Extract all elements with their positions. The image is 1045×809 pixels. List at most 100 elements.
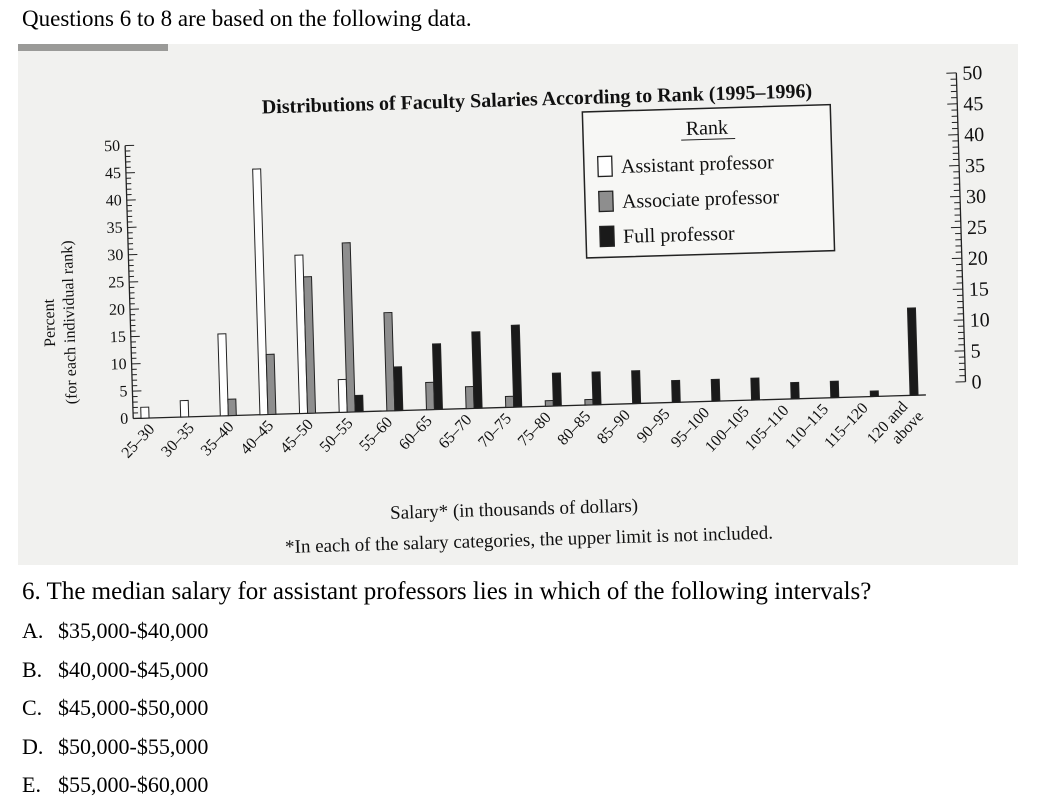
legend: Rank Assistant professor Associate profe… (582, 105, 834, 258)
x-tick-label-text: 55–60 (356, 414, 396, 455)
right-tick-label: 25 (967, 217, 988, 240)
right-tick-label: 40 (964, 124, 985, 147)
x-tick-label-text: 45–50 (277, 416, 317, 457)
bar-full (830, 381, 838, 398)
intro-text: Questions 6 to 8 are based on the follow… (22, 6, 472, 32)
x-tick-label: 115–120 (821, 400, 871, 452)
bar-full (870, 391, 878, 397)
question-text: 6. The median salary for assistant profe… (22, 578, 871, 606)
left-tick-label: 45 (105, 165, 121, 182)
bar-full (751, 378, 760, 400)
bar-full (433, 344, 443, 410)
right-tick-label: 50 (962, 62, 983, 85)
bar-associate (465, 387, 474, 409)
x-tick-label: 55–60 (356, 414, 396, 455)
bar-full (355, 395, 363, 412)
option-letter: C. (22, 693, 58, 723)
right-tick-label: 5 (970, 340, 981, 362)
legend-title: Rank (685, 117, 728, 140)
x-tick-label-text: 65–70 (436, 411, 476, 452)
legend-label-associate: Associate professor (622, 186, 780, 213)
x-tick-label: 75–80 (515, 409, 555, 450)
x-tick-label-text: 80–85 (554, 408, 594, 449)
left-tick-label: 20 (109, 301, 125, 318)
bar-full (711, 379, 720, 401)
left-tick-label: 10 (110, 356, 126, 373)
right-tick-label: 10 (969, 309, 990, 332)
x-tick-label-text: 115–120 (821, 400, 871, 452)
x-tick-label-text: 60–65 (396, 413, 436, 454)
x-tick-label: 80–85 (554, 408, 594, 449)
bar-associate (228, 399, 236, 416)
answer-options: A.$35,000-$40,000 B.$40,000-$45,000 C.$4… (22, 616, 208, 809)
option-a[interactable]: A.$35,000-$40,000 (22, 616, 208, 655)
bar-full (672, 380, 681, 402)
bar-full (592, 372, 601, 405)
option-b[interactable]: B.$40,000-$45,000 (22, 655, 208, 694)
left-tick-label: 15 (110, 329, 126, 346)
x-tick-label: 40–45 (237, 417, 277, 458)
option-d[interactable]: D.$50,000-$55,000 (22, 732, 208, 771)
left-tick-label: 30 (107, 247, 123, 264)
x-tick-label: 60–65 (396, 413, 436, 454)
bar-associate (266, 354, 276, 414)
x-tick-label-text: 70–75 (475, 410, 515, 451)
bar-full (791, 382, 799, 399)
x-tick-label: 105–110 (742, 402, 792, 454)
left-tick-label: 50 (104, 138, 120, 155)
x-tick-label: 30–35 (158, 420, 198, 461)
bar-assistant (253, 169, 268, 415)
left-tick-label: 0 (120, 411, 129, 428)
option-text: $40,000-$45,000 (58, 657, 208, 682)
chart-photo: Distributions of Faculty Salaries Accord… (18, 44, 1018, 565)
option-e[interactable]: E.$55,000-$60,000 (22, 770, 208, 809)
x-tick-label: 110–115 (782, 401, 832, 453)
bar-full (552, 373, 561, 406)
bar-full (511, 325, 521, 407)
x-tick-label: 50–55 (317, 415, 357, 456)
x-tick-label: 45–50 (277, 416, 317, 457)
option-letter: D. (22, 732, 58, 762)
x-tick-label-text: 75–80 (515, 409, 555, 450)
y-axis-label: Percent (for each individual rank) (39, 240, 81, 405)
left-tick-label: 35 (106, 220, 122, 237)
x-tick-label-text: 105–110 (742, 402, 792, 454)
legend-swatch-associate (599, 191, 614, 211)
legend-label-full: Full professor (623, 223, 736, 248)
left-tick-label: 5 (119, 383, 128, 400)
bar-assistant (180, 400, 188, 417)
legend-swatch-full (600, 226, 615, 246)
bar-full (472, 332, 482, 409)
option-letter: B. (22, 655, 58, 685)
left-tick-label: 25 (108, 274, 124, 291)
option-text: $35,000-$40,000 (58, 618, 208, 643)
option-text: $45,000-$50,000 (58, 695, 208, 720)
right-tick-label: 30 (966, 186, 987, 209)
right-tick-label: 45 (963, 93, 984, 116)
bar-assistant (141, 407, 149, 418)
x-tick-label-text: 40–45 (237, 417, 277, 458)
right-tick-label: 15 (968, 278, 989, 301)
option-letter: A. (22, 616, 58, 646)
salary-chart: Distributions of Faculty Salaries Accord… (18, 44, 1018, 565)
right-tick-label: 0 (971, 371, 982, 393)
bar-associate (384, 312, 395, 410)
x-tick-label-text: 100–105 (702, 403, 753, 455)
x-tick-label: 70–75 (475, 410, 515, 451)
bar-full (907, 308, 918, 396)
x-tick-label: 85–90 (594, 407, 634, 448)
x-tick-label-text: 50–55 (317, 415, 357, 456)
right-tick-label: 35 (965, 155, 986, 178)
x-tick-label-text: 35–40 (198, 419, 238, 460)
footnote: *In each of the salary categories, the u… (285, 523, 773, 558)
bar-associate (426, 382, 435, 410)
option-c[interactable]: C.$45,000-$50,000 (22, 693, 208, 732)
x-tick-label-text: 110–115 (782, 401, 832, 453)
x-tick-label: 100–105 (702, 403, 753, 455)
bar-assistant (338, 379, 347, 412)
bar-assistant (218, 334, 228, 416)
bar-full (632, 371, 641, 404)
left-tick-label: 40 (106, 192, 122, 209)
